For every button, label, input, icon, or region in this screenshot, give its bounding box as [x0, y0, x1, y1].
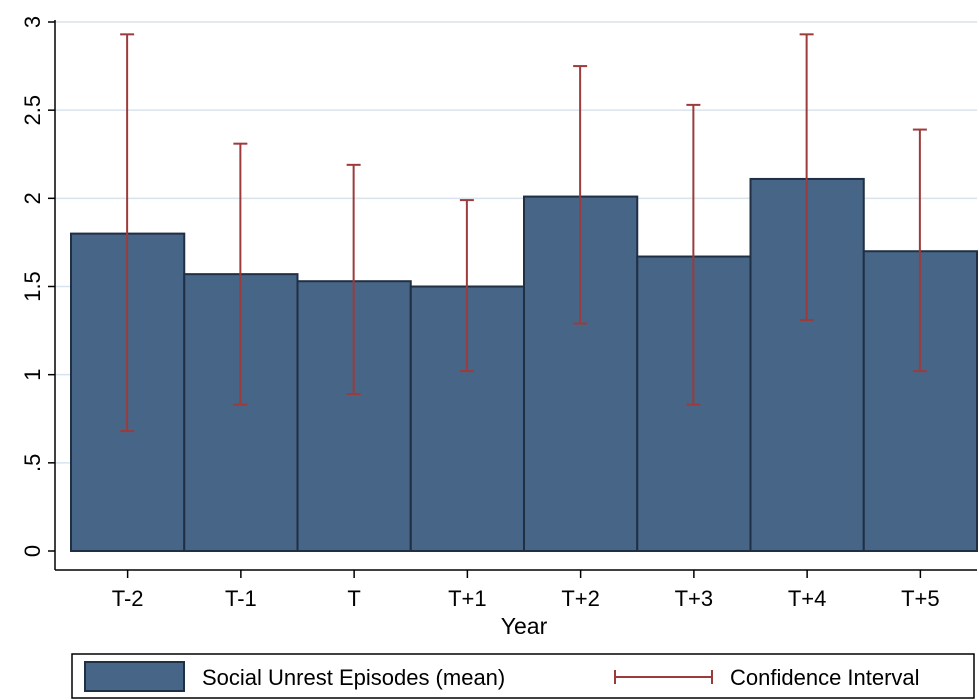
legend-label-mean: Social Unrest Episodes (mean)	[202, 665, 505, 690]
tick-labels: 0 .5 1 1.5 2 2.5 3 T-2 T-1 T T+1 T+2 T+3 T+4 T+5	[20, 16, 940, 611]
error-bar-T+1	[459, 199, 474, 373]
x-tick-label-T+5: T+5	[901, 586, 940, 611]
legend: Social Unrest Episodes (mean) Confidence…	[71, 653, 975, 699]
error-bar-T-1	[233, 142, 248, 406]
legend-box	[71, 653, 975, 699]
x-tick-label-T+2: T+2	[561, 586, 600, 611]
legend-ci-symbol	[614, 670, 713, 684]
x-tick-label-T: T	[347, 586, 360, 611]
x-tick-label-T+3: T+3	[675, 586, 714, 611]
x-tick-label-T+4: T+4	[788, 586, 827, 611]
x-tick-label-T-1: T-1	[225, 586, 257, 611]
y-tick-label-2: 1	[20, 369, 45, 381]
legend-swatch-bar	[84, 661, 185, 692]
error-bars	[120, 33, 927, 433]
x-tick-label-T+1: T+1	[448, 586, 487, 611]
y-tick-label-1: .5	[20, 454, 45, 472]
axes	[54, 20, 977, 571]
x-tick-label-T-2: T-2	[112, 586, 144, 611]
y-tick-label-6: 3	[20, 16, 45, 28]
error-bar-T	[346, 163, 361, 396]
error-bar-T-2	[120, 33, 135, 433]
error-bar-T+2	[573, 65, 588, 325]
y-tick-label-4: 2	[20, 192, 45, 204]
legend-label-ci: Confidence Interval	[730, 665, 920, 690]
bars	[70, 177, 978, 552]
error-bar-T+5	[912, 128, 927, 373]
y-tick-label-3: 1.5	[20, 271, 45, 302]
y-tick-label-0: 0	[20, 545, 45, 557]
error-bar-T+4	[799, 33, 814, 322]
y-tick-label-5: 2.5	[20, 95, 45, 126]
error-bar-T+3	[686, 103, 701, 406]
x-axis-title: Year	[501, 613, 548, 639]
